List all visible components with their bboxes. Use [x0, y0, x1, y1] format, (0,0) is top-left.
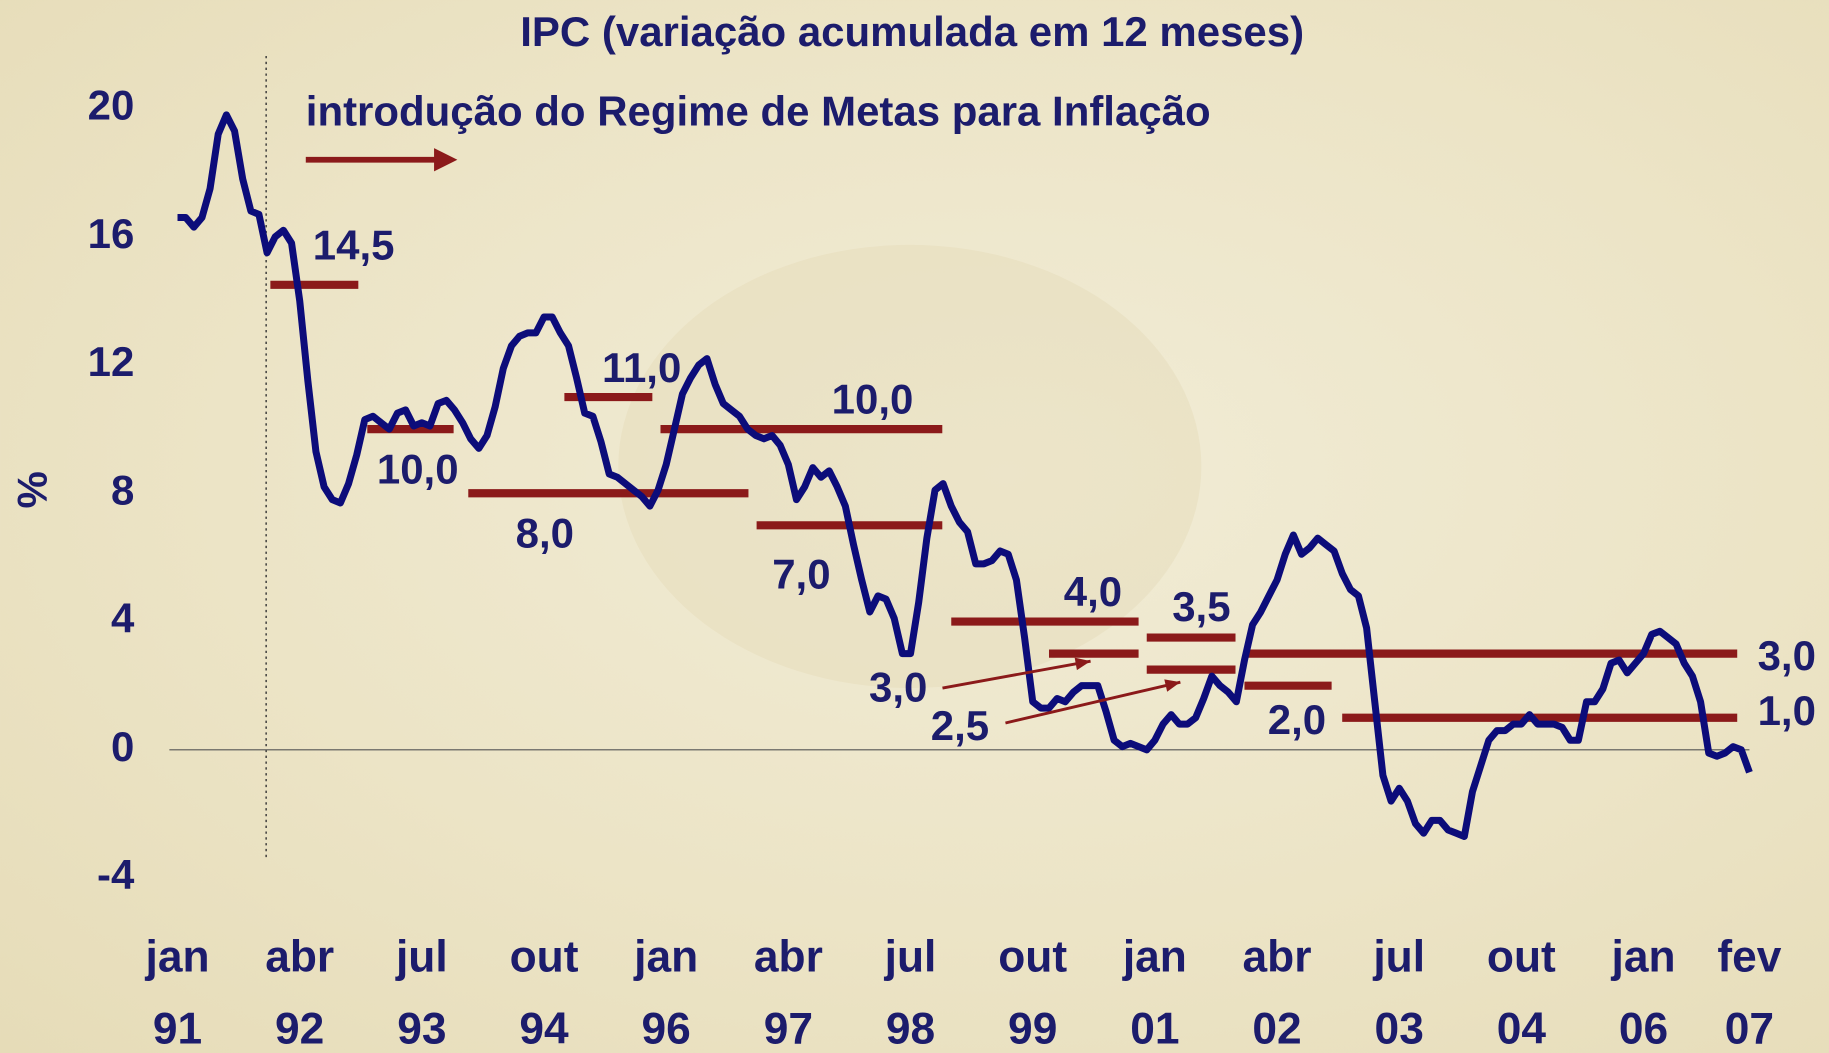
x-tick-label-box: fev 07: [1717, 932, 1782, 1053]
x-tick-label-box: jan 01: [1122, 932, 1187, 1053]
y-tick-label: 8: [111, 466, 134, 513]
y-tick-label: 12: [88, 338, 135, 385]
x-tick-label-box: out 94: [509, 932, 579, 1053]
label-arrowhead: [1074, 657, 1091, 671]
x-tick-label: abr 97: [753, 932, 823, 1053]
target-label: 2,0: [1268, 696, 1326, 743]
x-tick-label-box: jan 91: [145, 932, 210, 1053]
x-tick-label-box: jul 03: [1373, 932, 1426, 1053]
x-tick-label: abr 02: [1242, 932, 1312, 1053]
x-tick-label-box: jan 06: [1611, 932, 1676, 1053]
x-tick-label-box: jul 93: [395, 932, 448, 1053]
target-label: 8,0: [516, 510, 574, 557]
x-tick-label-box: jan 96: [634, 932, 699, 1053]
background-seal: [618, 244, 1202, 689]
target-label: 10,0: [832, 375, 914, 422]
y-axis-label: %: [8, 471, 55, 508]
x-tick-label: out 99: [998, 932, 1068, 1053]
y-tick-label: 16: [88, 210, 135, 257]
series-line: [177, 111, 1753, 840]
x-tick-label: jul 03: [1373, 932, 1426, 1053]
y-tick-label: 4: [111, 595, 135, 642]
x-tick-label: jul 98: [884, 932, 937, 1053]
target-label: 2,5: [931, 702, 989, 749]
target-label: 3,5: [1172, 583, 1230, 630]
target-label: 11,0: [602, 344, 681, 391]
annotation: introdução do Regime de Metas para Infla…: [306, 87, 1211, 134]
x-tick-label: jul 93: [395, 932, 448, 1053]
x-tick-label-box: jul 98: [884, 932, 937, 1053]
x-tick-label: jan 91: [145, 932, 210, 1053]
x-tick-label-box: abr 92: [265, 932, 335, 1053]
y-tick-label: -4: [97, 851, 135, 898]
x-tick-label-box: abr 97: [753, 932, 823, 1053]
y-tick-label: 0: [111, 723, 134, 770]
target-label: 10,0: [377, 445, 459, 492]
x-tick-label-box: out 99: [998, 932, 1068, 1053]
annotation-arrowhead: [434, 148, 458, 172]
label-arrow: [1005, 680, 1181, 725]
target-label: 14,5: [313, 221, 395, 268]
x-tick-label: out 04: [1486, 932, 1556, 1053]
target-label: 1,0: [1758, 687, 1816, 734]
label-arrowhead: [1164, 679, 1181, 692]
target-label: 3,0: [1758, 632, 1816, 679]
target-label: 4,0: [1064, 568, 1122, 615]
x-tick-label-box: abr 02: [1242, 932, 1312, 1053]
x-tick-label: fev 07: [1717, 932, 1782, 1053]
x-tick-label: jan 96: [634, 932, 699, 1053]
y-tick-label: 20: [88, 82, 135, 129]
target-label: 3,0: [869, 663, 927, 710]
chart-title: IPC (variação acumulada em 12 meses): [520, 8, 1304, 55]
x-tick-label: abr 92: [265, 932, 335, 1053]
target-label: 7,0: [772, 550, 830, 597]
label-arrow: [942, 659, 1091, 690]
x-tick-label: jan 01: [1122, 932, 1187, 1053]
x-tick-label-box: out 04: [1486, 932, 1556, 1053]
x-tick-label: out 94: [509, 932, 579, 1053]
x-tick-label: jan 06: [1611, 932, 1676, 1053]
